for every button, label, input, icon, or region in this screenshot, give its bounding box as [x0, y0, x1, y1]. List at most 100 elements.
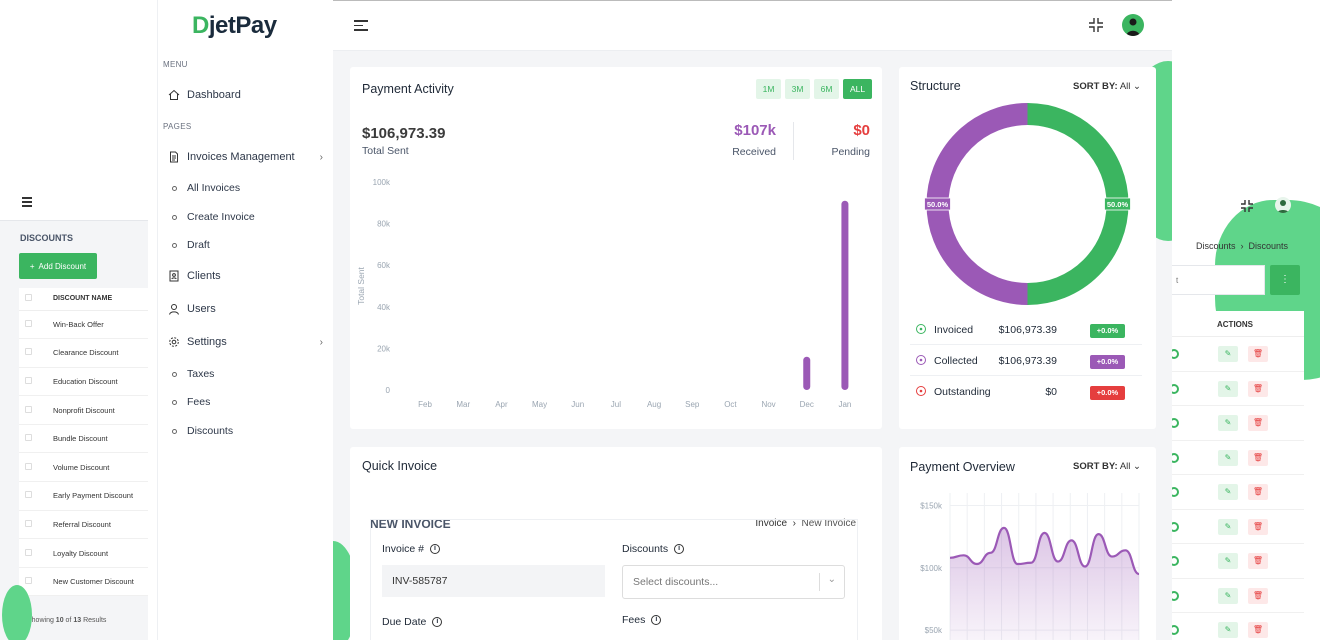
delete-icon[interactable]: 🗑 — [1248, 380, 1268, 397]
breadcrumb-current: New Invoice — [801, 518, 856, 529]
sort-dropdown[interactable]: SORT BY: All ⌄ — [1073, 81, 1141, 92]
bar-jan[interactable] — [841, 200, 849, 390]
delete-icon[interactable]: 🗑 — [1248, 415, 1268, 431]
status-toggle-icon[interactable] — [1169, 590, 1179, 601]
sort-dropdown[interactable]: SORT BY: All ⌄ — [1073, 461, 1141, 472]
table-row[interactable]: Nonprofit Discount — [19, 395, 148, 425]
bullet-icon — [172, 399, 177, 405]
row-checkbox[interactable] — [25, 462, 32, 470]
row-checkbox[interactable] — [25, 319, 32, 327]
table-row[interactable]: Clearance Discount — [19, 338, 148, 368]
donut-slice-collected[interactable] — [926, 103, 1028, 305]
edit-icon[interactable]: ✎ — [1218, 380, 1238, 397]
row-checkbox[interactable] — [25, 376, 32, 384]
breadcrumb-item[interactable]: Discounts — [1196, 241, 1236, 251]
results-total: 13 — [73, 617, 82, 624]
table-row[interactable]: Bundle Discount — [19, 424, 148, 454]
sidebar-item-users[interactable]: Users — [168, 299, 323, 319]
status-toggle-icon[interactable] — [1169, 487, 1179, 497]
status-toggle-icon[interactable] — [1169, 556, 1179, 566]
table-row[interactable]: Loyalty Discount — [19, 538, 148, 568]
edit-icon[interactable]: ✎ — [1218, 484, 1238, 500]
sidebar-item-settings[interactable]: Settings › — [168, 332, 323, 352]
edit-icon[interactable]: ✎ — [1218, 415, 1238, 431]
gear-icon — [168, 336, 180, 348]
table-row[interactable]: Education Discount — [19, 367, 148, 397]
table-row[interactable]: Referral Discount — [19, 510, 148, 540]
sidebar-subitem-all-invoices[interactable]: All Invoices — [172, 179, 240, 197]
sidebar-subitem-draft[interactable]: Draft — [172, 236, 210, 254]
donut-slice-invoiced[interactable] — [1027, 103, 1129, 305]
status-toggle-icon[interactable] — [1169, 452, 1179, 463]
fullscreen-exit-icon[interactable] — [1088, 17, 1104, 33]
sidebar-subitem-taxes[interactable]: Taxes — [172, 365, 214, 383]
edit-icon[interactable]: ✎ — [1218, 553, 1238, 569]
status-toggle-icon[interactable] — [1169, 625, 1179, 635]
table-row[interactable]: New Customer Discount — [19, 567, 148, 597]
edit-icon[interactable]: ✎ — [1218, 346, 1238, 362]
status-toggle-icon[interactable] — [1169, 418, 1179, 428]
info-icon[interactable]: i — [430, 544, 441, 554]
delete-icon[interactable]: 🗑 — [1248, 484, 1268, 500]
info-icon[interactable]: i — [432, 617, 443, 627]
status-toggle-icon[interactable] — [1169, 383, 1179, 394]
status-toggle-icon[interactable] — [1169, 349, 1179, 359]
edit-icon[interactable]: ✎ — [1218, 449, 1238, 466]
sidebar-subitem-create-invoice[interactable]: Create Invoice — [172, 208, 255, 226]
delete-icon[interactable]: 🗑 — [1248, 346, 1268, 362]
sidebar-item-dashboard[interactable]: Dashboard — [168, 85, 323, 105]
card-title: Structure — [910, 79, 961, 93]
row-checkbox[interactable] — [25, 491, 32, 499]
sidebar-subitem-fees[interactable]: Fees — [172, 393, 210, 411]
table-row[interactable]: Volume Discount — [19, 452, 148, 483]
row-checkbox[interactable] — [25, 348, 32, 356]
edit-icon[interactable]: ✎ — [1218, 587, 1238, 604]
delete-icon[interactable]: 🗑 — [1248, 587, 1268, 604]
table-row[interactable]: Early Payment Discount — [19, 481, 148, 511]
circle-dot-icon — [916, 355, 926, 365]
edit-icon[interactable]: ✎ — [1218, 518, 1238, 535]
bar-dec[interactable] — [803, 356, 811, 390]
bullet-icon — [172, 371, 177, 377]
series-line[interactable] — [949, 526, 1140, 576]
avatar[interactable] — [1275, 197, 1291, 213]
row-checkbox[interactable] — [25, 548, 32, 556]
range-button-3m[interactable]: 3M — [785, 79, 810, 99]
logo[interactable]: DjetPay — [192, 12, 277, 40]
discounts-select[interactable]: Select discounts... ⌄ — [622, 565, 845, 599]
info-icon[interactable]: i — [651, 615, 662, 625]
menu-toggle-icon[interactable] — [354, 20, 368, 34]
avatar[interactable] — [1122, 14, 1144, 36]
add-discount-button[interactable]: + Add Discount — [19, 253, 97, 279]
fullscreen-exit-icon[interactable] — [1240, 199, 1254, 213]
sidebar-subitem-discounts[interactable]: Discounts — [172, 422, 233, 440]
edit-icon[interactable]: ✎ — [1218, 622, 1238, 638]
range-button-1m[interactable]: 1M — [756, 79, 781, 99]
status-toggle-icon[interactable] — [1169, 521, 1179, 532]
range-button-all[interactable]: ALL — [843, 79, 872, 99]
more-options-button[interactable]: ⋮ — [1270, 265, 1300, 295]
search-input[interactable]: t — [1165, 265, 1265, 295]
table-row[interactable]: Win-Back Offer — [19, 310, 148, 340]
sidebar-item-invoices-management[interactable]: Invoices Management › — [168, 147, 323, 167]
invoice-number-field[interactable]: INV-585787 — [382, 565, 605, 597]
menu-icon[interactable] — [22, 197, 32, 209]
discount-name: Clearance Discount — [53, 338, 148, 368]
range-button-6m[interactable]: 6M — [814, 79, 839, 99]
y-tick-label: 100k — [373, 178, 391, 187]
delete-icon[interactable]: 🗑 — [1248, 518, 1268, 535]
results-summary: Showing 10 of 13 Results — [27, 617, 106, 624]
delete-icon[interactable]: 🗑 — [1248, 622, 1268, 638]
total-sent-label: Total Sent — [362, 145, 409, 157]
breadcrumb-item[interactable]: Invoice — [755, 518, 788, 529]
row-checkbox[interactable] — [25, 434, 32, 442]
sidebar-item-clients[interactable]: Clients — [168, 266, 323, 286]
delete-icon[interactable]: 🗑 — [1248, 553, 1268, 569]
chevron-right-icon: › — [319, 151, 323, 163]
info-icon[interactable]: i — [674, 544, 685, 554]
row-checkbox[interactable] — [25, 519, 32, 527]
delete-icon[interactable]: 🗑 — [1248, 449, 1268, 466]
select-all-checkbox[interactable] — [25, 294, 32, 302]
row-checkbox[interactable] — [25, 405, 32, 413]
row-checkbox[interactable] — [25, 577, 32, 585]
